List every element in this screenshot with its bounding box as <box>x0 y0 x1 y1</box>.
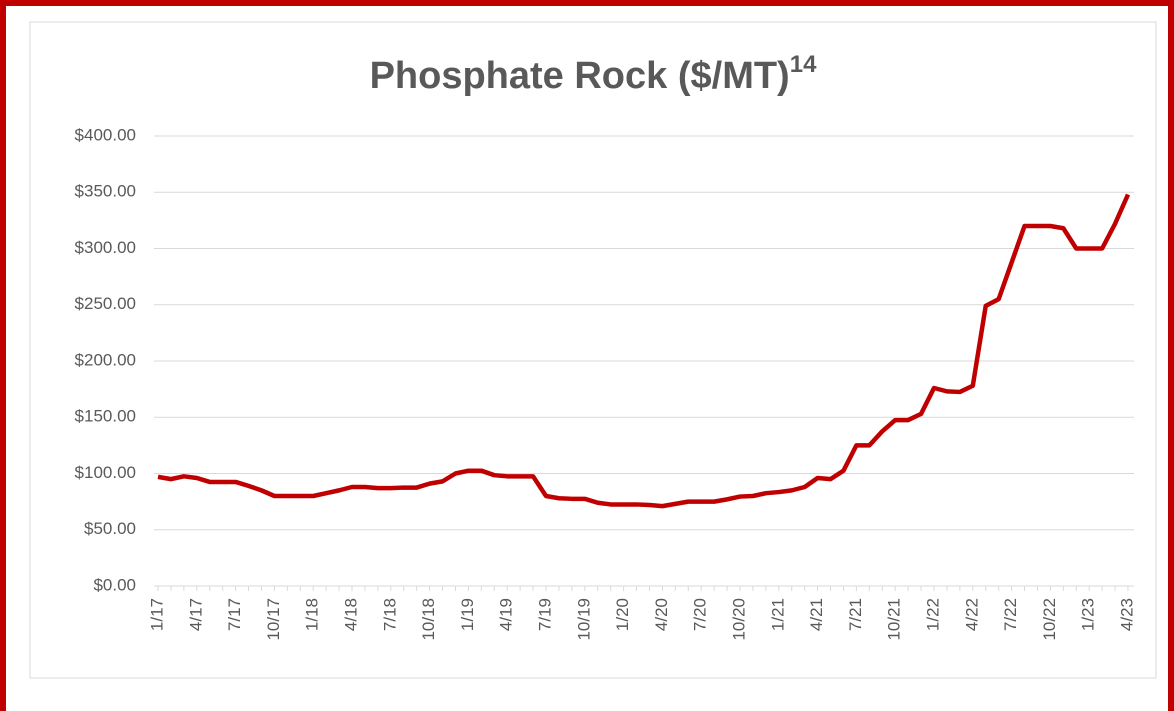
x-tick-label: 10/21 <box>885 598 904 641</box>
x-tick-label: 10/20 <box>729 598 748 641</box>
x-tick-label: 4/18 <box>341 598 360 631</box>
x-tick-label: 4/23 <box>1117 598 1136 631</box>
y-tick-label: $200.00 <box>75 350 136 369</box>
x-tick-label: 7/18 <box>380 598 399 631</box>
x-tick-label: 1/19 <box>458 598 477 631</box>
x-tick-label: 4/22 <box>962 598 981 631</box>
x-tick-label: 1/17 <box>147 598 166 631</box>
x-tick-label: 10/18 <box>419 598 438 641</box>
x-tick-label: 4/20 <box>652 598 671 631</box>
y-tick-label: $150.00 <box>75 407 136 426</box>
x-tick-label: 10/17 <box>264 598 283 641</box>
title-text: Phosphate Rock ($/MT) <box>370 55 790 97</box>
x-tick-label: 1/23 <box>1079 598 1098 631</box>
chart-area <box>29 21 1157 679</box>
title-note: 14 <box>790 51 817 78</box>
x-tick-label: 7/17 <box>225 598 244 631</box>
x-tick-label: 7/21 <box>846 598 865 631</box>
chart-title: Phosphate Rock ($/MT)14 <box>370 51 818 97</box>
x-tick-label: 7/19 <box>535 598 554 631</box>
x-tick-label: 1/20 <box>613 598 632 631</box>
y-tick-label: $0.00 <box>93 575 136 594</box>
x-tick-label: 7/22 <box>1001 598 1020 631</box>
x-tick-label: 1/18 <box>303 598 322 631</box>
x-tick-label: 1/22 <box>923 598 942 631</box>
x-tick-label: 7/20 <box>691 598 710 631</box>
y-tick-label: $350.00 <box>75 182 136 201</box>
x-tick-label: 4/17 <box>186 598 205 631</box>
x-tick-label: 10/19 <box>574 598 593 641</box>
y-tick-label: $50.00 <box>84 519 136 538</box>
line-series <box>157 193 1131 509</box>
y-tick-label: $400.00 <box>75 125 136 144</box>
y-tick-label: $100.00 <box>75 463 136 482</box>
x-tick-label: 4/19 <box>497 598 516 631</box>
x-tick-label: 10/22 <box>1040 598 1059 641</box>
y-tick-label: $300.00 <box>75 238 136 257</box>
x-tick-label: 4/21 <box>807 598 826 631</box>
x-tick-label: 1/21 <box>768 598 787 631</box>
y-tick-label: $250.00 <box>75 294 136 313</box>
